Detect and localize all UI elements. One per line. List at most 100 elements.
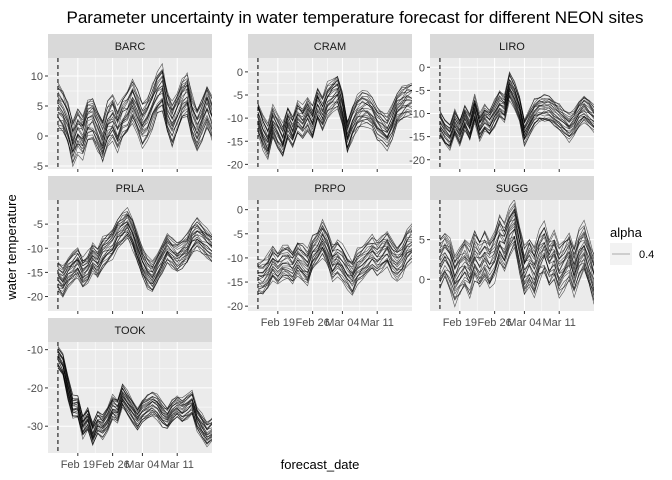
y-tick-label: 10 bbox=[31, 71, 43, 83]
ensemble-lines bbox=[57, 62, 212, 168]
ensemble-member-line bbox=[57, 353, 212, 431]
x-tick-label: Feb 26 bbox=[295, 317, 329, 329]
ensemble-member-line bbox=[257, 233, 412, 274]
ensemble-member-line bbox=[257, 225, 412, 267]
y-tick-label: -20 bbox=[27, 292, 43, 304]
y-tick-label: -20 bbox=[227, 301, 243, 313]
y-tick-label: -15 bbox=[27, 267, 43, 279]
ensemble-member-line bbox=[257, 98, 412, 156]
ensemble-member-line bbox=[57, 347, 212, 425]
y-tick-label: -5 bbox=[33, 161, 43, 173]
ensemble-member-line bbox=[439, 85, 594, 138]
ensemble-member-line bbox=[57, 214, 212, 276]
ensemble-member-line bbox=[57, 355, 212, 435]
ensemble-member-line bbox=[57, 345, 212, 424]
ensemble-member-line bbox=[439, 235, 594, 301]
y-tick-label: -10 bbox=[409, 109, 425, 121]
ensemble-lines bbox=[57, 345, 212, 448]
ensemble-member-line bbox=[439, 70, 594, 126]
ensemble-member-line bbox=[57, 231, 212, 289]
y-tick-label: -20 bbox=[409, 155, 425, 167]
y-tick-label: -30 bbox=[27, 421, 43, 433]
y-tick-label: -15 bbox=[227, 277, 243, 289]
ensemble-member-line bbox=[57, 206, 212, 267]
strip-background bbox=[48, 318, 212, 342]
ensemble-member-line bbox=[439, 205, 594, 264]
strip-background bbox=[248, 176, 412, 200]
ensemble-member-line bbox=[257, 242, 412, 287]
strip-label: LIRO bbox=[499, 41, 525, 53]
ensemble-member-line bbox=[257, 243, 412, 285]
ensemble-member-line bbox=[57, 227, 212, 286]
strip-background bbox=[430, 176, 594, 200]
ensemble-member-line bbox=[57, 221, 212, 280]
strip-background bbox=[430, 34, 594, 58]
ensemble-member-line bbox=[57, 211, 212, 273]
ensemble-member-line bbox=[257, 236, 412, 276]
x-tick-label: Mar 04 bbox=[125, 459, 159, 471]
ensemble-member-line bbox=[257, 246, 412, 287]
ensemble-member-line bbox=[57, 98, 212, 158]
ensemble-member-line bbox=[57, 211, 212, 270]
y-tick-label: -5 bbox=[33, 219, 43, 231]
ensemble-lines bbox=[257, 75, 412, 161]
strip-background bbox=[248, 34, 412, 58]
x-tick-label: Feb 19 bbox=[61, 459, 95, 471]
ensemble-lines bbox=[257, 218, 412, 296]
ensemble-member-line bbox=[439, 208, 594, 270]
y-tick-label: 5 bbox=[37, 101, 43, 113]
y-tick-label: 0 bbox=[419, 62, 425, 74]
ensemble-member-line bbox=[439, 83, 594, 137]
ensemble-member-line bbox=[57, 62, 212, 123]
strip-label: BARC bbox=[115, 41, 146, 53]
x-axis-title: forecast_date bbox=[281, 457, 360, 472]
y-tick-label: -5 bbox=[233, 90, 243, 102]
ensemble-member-line bbox=[57, 224, 212, 287]
ensemble-member-line bbox=[257, 76, 412, 124]
y-tick-label: 0 bbox=[37, 131, 43, 143]
x-tick-label: Feb 19 bbox=[443, 317, 477, 329]
ensemble-member-line bbox=[57, 214, 212, 269]
y-tick-label: -5 bbox=[233, 229, 243, 241]
ensemble-member-line bbox=[57, 220, 212, 277]
x-tick-label: Feb 19 bbox=[261, 317, 295, 329]
ensemble-lines bbox=[439, 200, 594, 308]
chart-title: Parameter uncertainty in water temperatu… bbox=[67, 8, 644, 27]
ensemble-member-line bbox=[257, 249, 412, 293]
x-tick-label: Mar 11 bbox=[161, 459, 194, 471]
y-tick-label: 5 bbox=[419, 235, 425, 247]
ensemble-member-line bbox=[57, 353, 212, 431]
ensemble-member-line bbox=[439, 202, 594, 257]
ensemble-member-line bbox=[57, 237, 212, 294]
ensemble-member-line bbox=[57, 348, 212, 426]
ensemble-lines bbox=[57, 206, 212, 298]
ensemble-member-line bbox=[257, 257, 412, 296]
y-tick-label: 0 bbox=[237, 67, 243, 79]
ensemble-member-line bbox=[57, 223, 212, 284]
strip-label: PRLA bbox=[116, 183, 145, 195]
x-tick-label: Mar 04 bbox=[325, 317, 359, 329]
ensemble-member-line bbox=[257, 231, 412, 274]
ensemble-member-line bbox=[57, 358, 212, 439]
x-tick-label: Feb 26 bbox=[95, 459, 129, 471]
y-tick-label: -10 bbox=[227, 113, 243, 125]
legend-title: alpha bbox=[610, 225, 643, 240]
ensemble-member-line bbox=[439, 83, 594, 138]
ensemble-member-line bbox=[439, 240, 594, 301]
x-tick-label: Mar 04 bbox=[507, 317, 541, 329]
ensemble-member-line bbox=[439, 240, 594, 298]
y-tick-label: -10 bbox=[27, 345, 43, 357]
ensemble-member-line bbox=[439, 78, 594, 132]
x-tick-label: Mar 11 bbox=[361, 317, 394, 329]
ensemble-member-line bbox=[439, 200, 594, 259]
x-tick-label: Mar 11 bbox=[543, 317, 576, 329]
ensemble-member-line bbox=[257, 94, 412, 152]
ensemble-member-line bbox=[57, 71, 212, 132]
y-tick-label: -15 bbox=[227, 136, 243, 148]
